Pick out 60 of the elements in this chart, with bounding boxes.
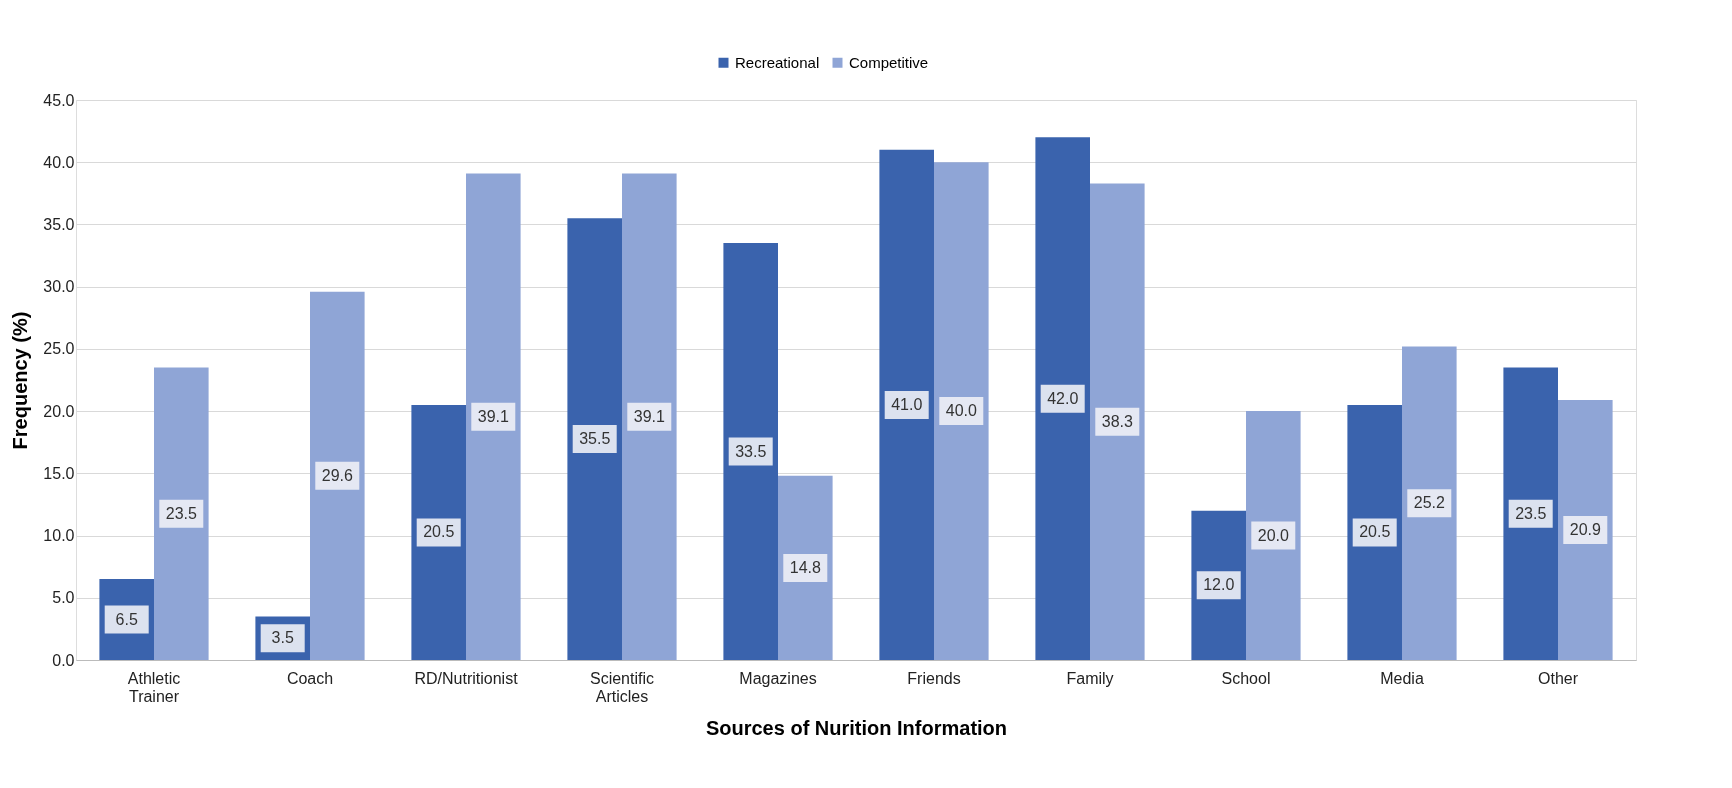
x-tick-label: Media [1380, 669, 1424, 687]
data-label: 23.5 [1515, 504, 1547, 522]
y-tick-label: 40.0 [43, 153, 75, 171]
legend-label: Recreational [735, 53, 820, 71]
data-label: 3.5 [271, 629, 294, 647]
y-tick-label: 30.0 [43, 278, 75, 296]
data-label: 20.5 [1359, 523, 1391, 541]
bar [466, 173, 521, 660]
y-tick-label: 15.0 [43, 464, 75, 482]
y-tick-label: 25.0 [43, 340, 75, 358]
data-label: 42.0 [1047, 389, 1079, 407]
bar [1402, 346, 1457, 660]
data-label: 14.8 [789, 558, 821, 576]
x-tick-label: RD/Nutritionist [414, 669, 519, 687]
y-tick-label: 20.0 [43, 402, 75, 420]
bar [1246, 411, 1301, 660]
bar [622, 173, 677, 660]
y-tick-label: 10.0 [43, 527, 75, 545]
data-label: 41.0 [891, 395, 923, 413]
legend-label: Competitive [849, 53, 929, 71]
bar [154, 367, 209, 660]
data-label: 12.0 [1203, 576, 1235, 594]
bar [723, 243, 778, 660]
bar [1503, 367, 1558, 660]
y-tick-label: 0.0 [52, 651, 75, 669]
data-label: 39.1 [633, 407, 665, 425]
bar [567, 218, 622, 660]
x-tick-label: Coach [286, 669, 334, 687]
data-label: 20.0 [1257, 526, 1289, 544]
data-label: 40.0 [945, 402, 977, 420]
data-label: 29.6 [321, 466, 353, 484]
data-label: 25.2 [1413, 494, 1445, 512]
bar [879, 149, 934, 660]
x-tick-label: Friends [907, 669, 961, 687]
x-tick-label: School [1221, 669, 1271, 687]
bar [1090, 183, 1145, 660]
data-label: 39.1 [477, 407, 509, 425]
bar [934, 162, 989, 660]
bar [1347, 404, 1402, 660]
bar [411, 404, 466, 660]
x-axis-title: Sources of Nurition Information [705, 716, 1008, 739]
x-tick-label: Scientific Articles [589, 669, 655, 705]
y-axis-title: Frequency (%) [9, 311, 32, 450]
x-tick-label: Other [1537, 669, 1579, 687]
data-label: 38.3 [1101, 412, 1133, 430]
bar [1035, 137, 1090, 660]
y-tick-label: 35.0 [43, 215, 75, 233]
bar [1558, 399, 1613, 660]
y-tick-label: 45.0 [43, 91, 75, 109]
x-tick-label: Athletic Trainer [127, 669, 181, 705]
data-label: 20.9 [1569, 520, 1601, 538]
y-tick-label: 5.0 [52, 589, 75, 607]
data-label: 20.5 [423, 523, 455, 541]
data-label: 33.5 [735, 442, 767, 460]
data-label: 6.5 [115, 610, 138, 628]
x-tick-label: Family [1066, 669, 1114, 687]
bar [310, 291, 365, 660]
x-tick-label: Magazines [739, 669, 817, 687]
data-label: 35.5 [579, 430, 611, 448]
data-label: 23.5 [165, 504, 197, 522]
